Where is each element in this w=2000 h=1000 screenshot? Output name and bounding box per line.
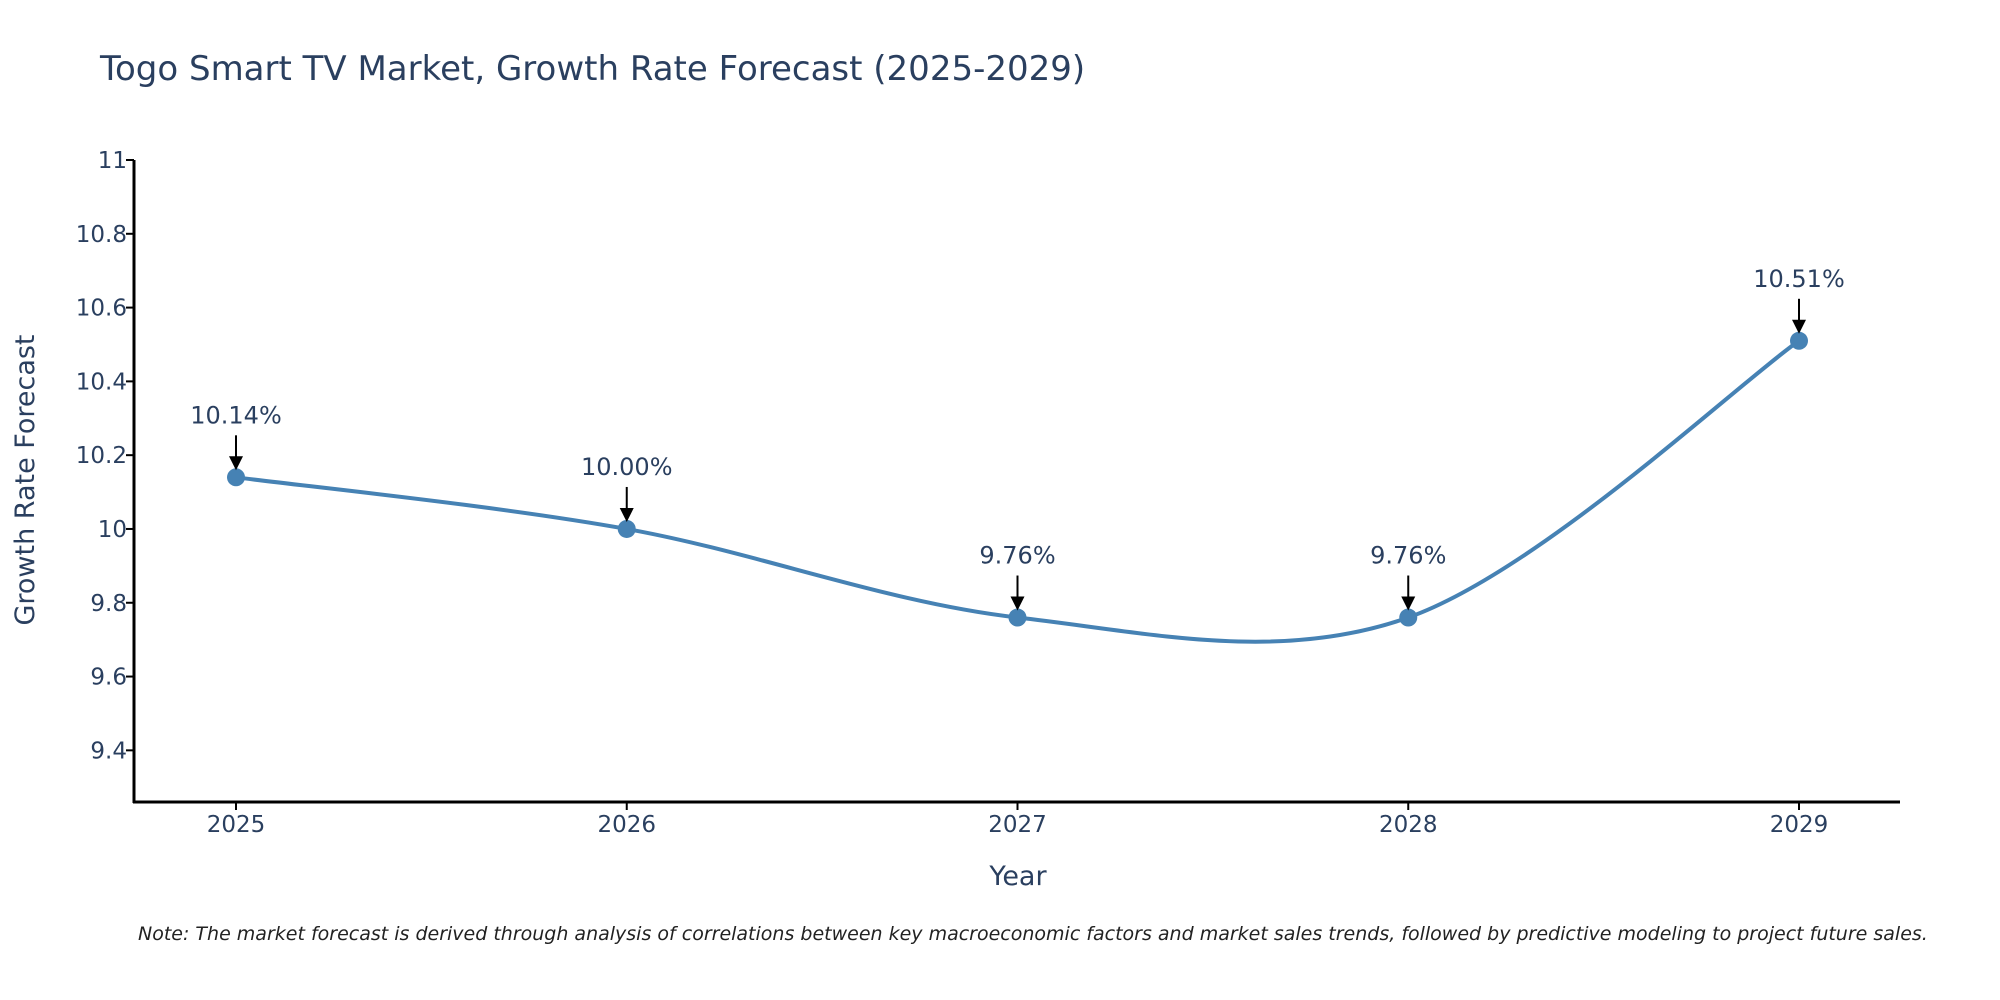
x-tick-label: 2028: [1379, 812, 1438, 838]
data-label: 10.51%: [1753, 265, 1845, 293]
chart-title: Togo Smart TV Market, Growth Rate Foreca…: [99, 49, 1085, 89]
x-tick-label: 2029: [1770, 812, 1829, 838]
annotation-arrow-head: [229, 456, 243, 471]
y-tick-label: 10: [98, 517, 127, 543]
data-point: [617, 519, 636, 538]
x-tick-label: 2026: [597, 812, 656, 838]
x-tick-label: 2025: [207, 812, 266, 838]
annotation-arrow-head: [1401, 596, 1416, 611]
y-axis-title: Growth Rate Forecast: [10, 334, 41, 625]
y-tick-label: 10.2: [76, 443, 127, 469]
annotation-arrow-head: [1792, 319, 1806, 334]
plot-area: 10.14% 10.00% 9.76% 9.76% 10.51%: [190, 265, 1845, 644]
y-tick-label: 10.8: [76, 222, 127, 248]
data-label: 10.00%: [581, 453, 673, 481]
footnote: Note: The market forecast is derived thr…: [138, 923, 1928, 945]
data-label: 10.14%: [190, 401, 282, 429]
x-axis-ticks: 2025 2026 2027 2028 2029: [207, 802, 1829, 838]
y-tick-label: 9.4: [90, 738, 127, 764]
y-axis-ticks: 9.4 9.6 9.8 10 10.2 10.4 10.6 10.8 11: [76, 148, 134, 764]
x-tick-label: 2027: [988, 812, 1047, 838]
data-label: 9.76%: [979, 542, 1055, 570]
series-line: [235, 339, 1801, 644]
data-point: [1790, 331, 1808, 350]
data-point: [1399, 608, 1418, 627]
annotation-arrow-head: [619, 507, 634, 522]
data-label: 9.76%: [1370, 542, 1446, 570]
y-tick-label: 10.4: [76, 369, 127, 395]
annotation-arrow-head: [1010, 596, 1025, 611]
data-point: [1008, 608, 1027, 627]
y-tick-label: 9.8: [90, 591, 127, 617]
data-point: [227, 468, 245, 487]
y-tick-label: 10.6: [76, 296, 127, 322]
y-tick-label: 11: [98, 148, 127, 174]
y-tick-label: 9.6: [90, 665, 127, 691]
x-axis-title: Year: [988, 861, 1047, 892]
